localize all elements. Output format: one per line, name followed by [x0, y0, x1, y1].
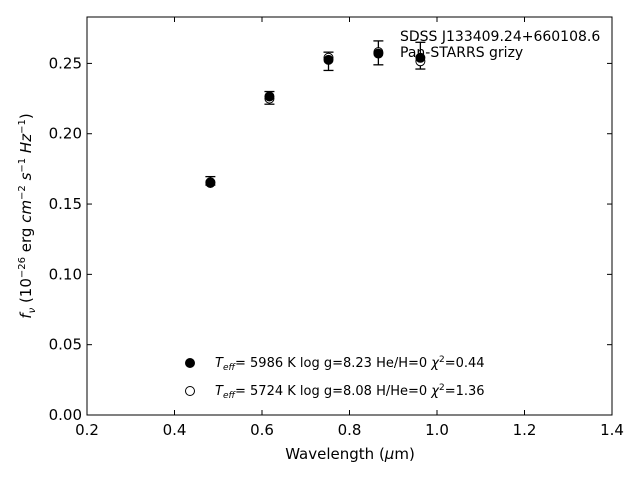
x-tick-label: 0.8: [338, 421, 362, 439]
annotation-survey: Pan-STARRS grizy: [400, 45, 523, 61]
model-point-filled: [373, 48, 384, 59]
y-tick-label: 0.00: [49, 406, 82, 424]
legend-entry-1: Teff= 5986 K log g=8.23 He/H=0 χ2=0.44: [215, 355, 485, 373]
model-point-filled: [415, 52, 426, 63]
x-tick-label: 1.0: [425, 421, 449, 439]
annotation-object-name: SDSS J133409.24+660108.6: [400, 29, 600, 45]
model-point-filled: [264, 91, 275, 102]
model-point-filled: [323, 54, 334, 65]
axis-ticks: 0.2 0.4 0.6 0.8 1.0 1.2 1.4 0.00 0.05 0.10 0.15 0.2…: [49, 17, 624, 439]
x-tick-label: 0.6: [250, 421, 274, 439]
legend-marker-open: [185, 386, 195, 396]
y-axis-label: fν (10−26 erg cm−2 s−1 Hz−1): [17, 113, 38, 318]
y-tick-label: 0.20: [49, 125, 82, 143]
x-axis-label: Wavelength (μm): [285, 445, 415, 463]
legend: Teff= 5986 K log g=8.23 He/H=0 χ2=0.44 T…: [185, 355, 485, 401]
model-point-filled: [205, 177, 216, 188]
legend-marker-filled: [185, 358, 195, 368]
data-markers: [205, 47, 426, 188]
error-bars: [205, 40, 426, 186]
x-tick-label: 0.4: [163, 421, 187, 439]
x-tick-label: 1.4: [600, 421, 624, 439]
legend-entry-2: Teff= 5724 K log g=8.08 H/He=0 χ2=1.36: [215, 383, 485, 401]
x-tick-label: 0.2: [75, 421, 99, 439]
y-tick-label: 0.15: [49, 195, 82, 213]
y-tick-label: 0.05: [49, 336, 82, 354]
y-tick-label: 0.25: [49, 54, 82, 72]
x-tick-label: 1.2: [513, 421, 537, 439]
y-tick-label: 0.10: [49, 265, 82, 283]
